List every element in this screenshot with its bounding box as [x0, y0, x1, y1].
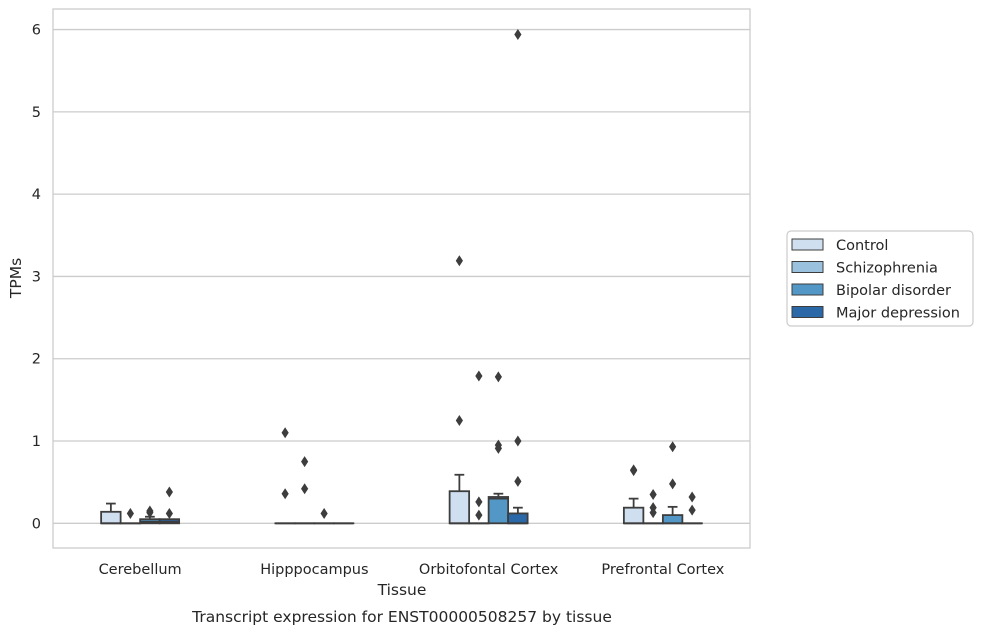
outlier-point	[669, 478, 677, 490]
x-tick-label: Cerebellum	[99, 562, 182, 578]
outlier-point	[669, 441, 677, 453]
box	[507, 512, 529, 525]
box	[487, 496, 510, 525]
y-tick-label: 3	[32, 269, 41, 285]
y-tick-label: 0	[32, 516, 41, 532]
box-plot	[293, 456, 316, 525]
outlier-point	[688, 504, 696, 516]
y-tick-label: 1	[32, 434, 41, 450]
outlier-point	[630, 465, 638, 477]
outlier-point	[281, 488, 289, 500]
outlier-point	[455, 255, 463, 267]
box-plot	[487, 371, 510, 525]
outlier-point	[475, 509, 483, 521]
box	[100, 510, 122, 525]
outlier-point	[146, 507, 154, 519]
x-tick-label: Orbitofontal Cortex	[419, 562, 559, 578]
outlier-point	[165, 507, 173, 519]
box-plot	[158, 486, 181, 525]
legend-label: Major depression	[836, 306, 960, 322]
legend-label: Control	[836, 238, 888, 254]
box-plot	[468, 370, 490, 525]
outlier-point	[301, 483, 309, 495]
outlier-point	[514, 435, 522, 447]
box-plot	[139, 505, 161, 525]
outlier-point	[165, 486, 173, 498]
box	[622, 506, 645, 525]
outlier-point	[301, 456, 309, 468]
box	[448, 490, 471, 525]
y-tick-label: 4	[32, 187, 41, 203]
outlier-point	[494, 442, 502, 454]
outlier-point	[514, 475, 522, 487]
outlier-point	[455, 414, 463, 426]
x-axis-title: Tissue	[377, 581, 427, 599]
outlier-point	[126, 507, 134, 519]
outlier-point	[475, 496, 483, 508]
chart-caption: Transcript expression for ENST0000050825…	[191, 608, 612, 626]
box-plots	[100, 29, 703, 525]
legend-swatch	[791, 261, 824, 273]
legend-label: Schizophrenia	[836, 261, 938, 277]
legend-frame	[786, 230, 974, 327]
outlier-point	[475, 370, 483, 382]
y-tick-label: 5	[32, 105, 41, 121]
outlier-point	[514, 29, 522, 41]
y-axis-ticks: 0 1 2 3 4 5 6	[32, 23, 41, 533]
legend-swatch	[791, 306, 824, 318]
box-plot	[448, 255, 471, 525]
y-tick-label: 6	[32, 23, 41, 39]
legend-swatch	[791, 283, 824, 296]
legend-label: Bipolar disorder	[836, 283, 951, 299]
box-plot	[622, 464, 645, 525]
outlier-point	[494, 371, 502, 383]
box-plot	[507, 29, 529, 525]
outlier-point	[649, 507, 657, 519]
y-tick-label: 2	[32, 352, 41, 368]
outlier-point	[320, 507, 328, 519]
outlier-point	[281, 427, 289, 439]
box-plot	[100, 502, 122, 525]
outlier-point	[649, 489, 657, 501]
legend-swatch	[791, 238, 824, 251]
x-axis-ticks: Cerebellum Hipppocampus Orbitofontal Corte…	[99, 562, 725, 578]
box-plot	[681, 491, 703, 525]
box-plot	[661, 441, 684, 525]
y-axis-title: TPMs	[7, 258, 25, 299]
plot-frame	[52, 8, 751, 549]
box	[661, 514, 684, 525]
legend: Control Schizophrenia Bipolar disorder Majo…	[786, 230, 974, 327]
x-tick-label: Prefrontal Cortex	[601, 562, 724, 578]
x-tick-label: Hipppocampus	[260, 562, 368, 578]
outlier-point	[688, 491, 696, 503]
